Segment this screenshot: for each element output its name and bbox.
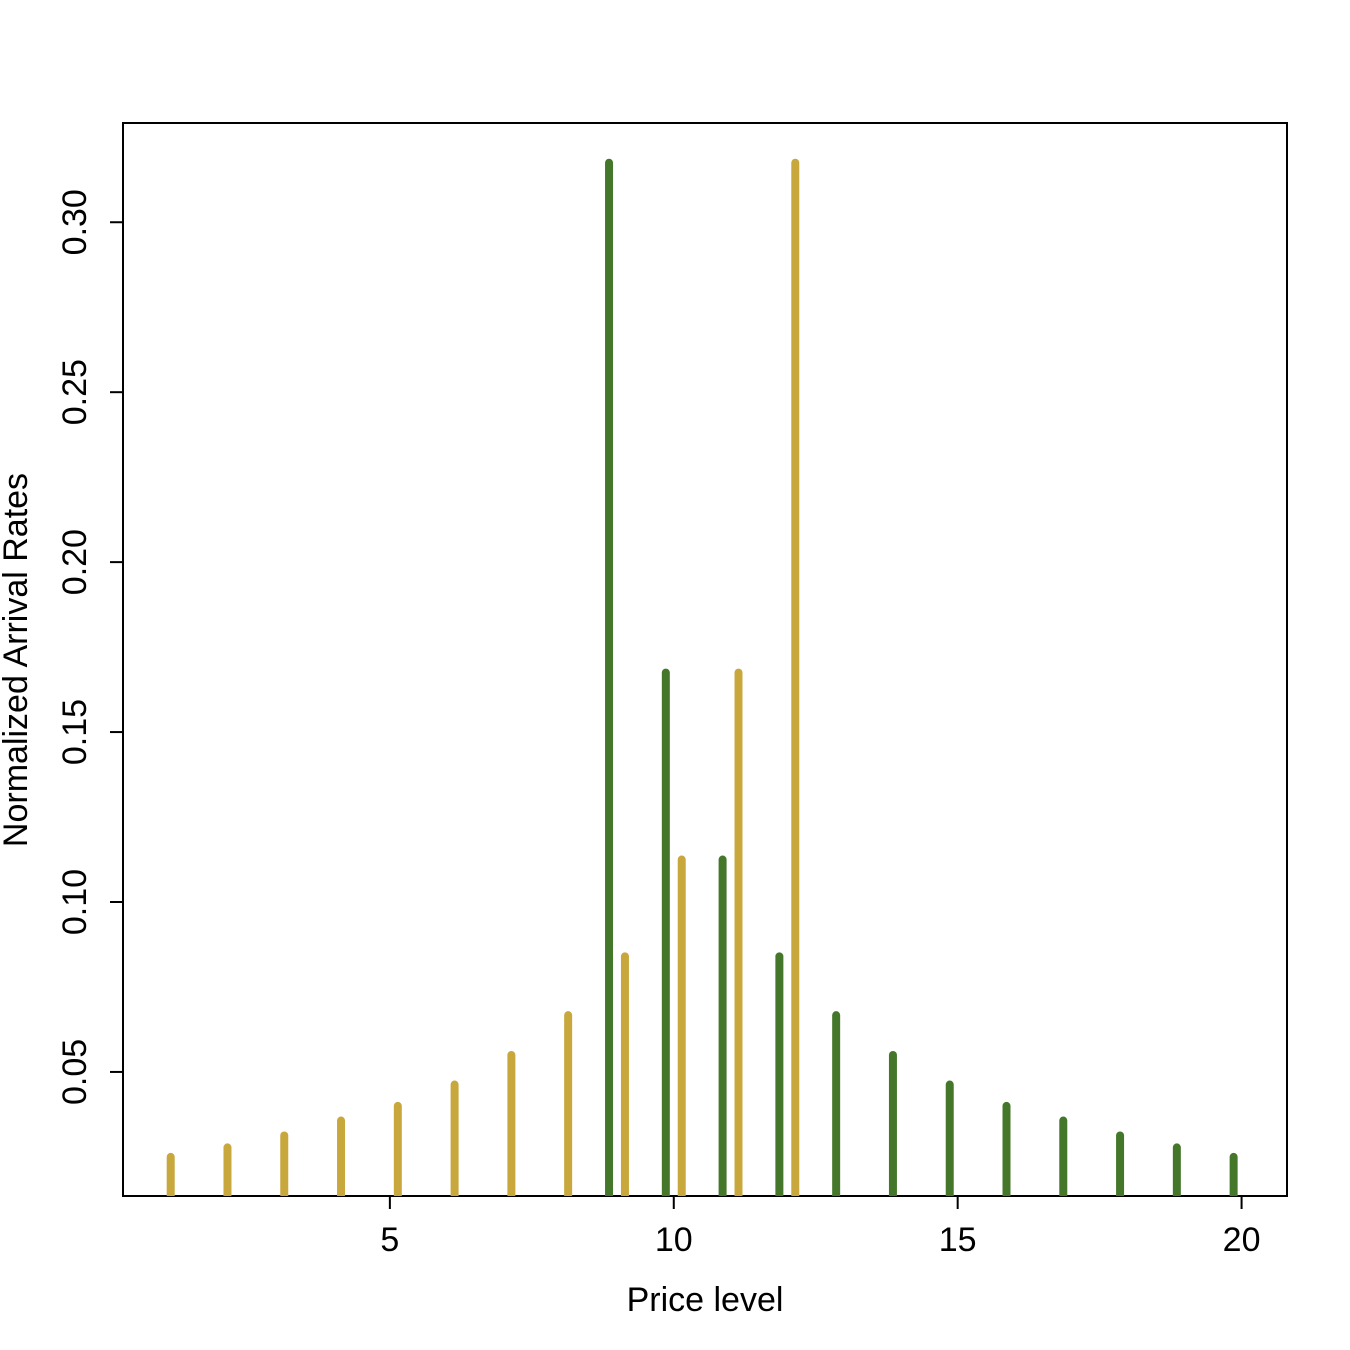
x-tick-label: 15 (939, 1221, 977, 1259)
y-tick-label: 0.05 (56, 1039, 94, 1105)
x-tick-label: 20 (1223, 1221, 1261, 1259)
y-axis: 0.05 0.10 0.15 0.20 0.25 0.30 (56, 189, 123, 1105)
y-tick-label: 0.15 (56, 699, 94, 765)
x-axis: 5 10 15 20 (380, 1196, 1260, 1259)
bars (166, 158, 1238, 1196)
plot-frame (122, 122, 1288, 1197)
x-tick-label: 10 (655, 1221, 693, 1259)
y-tick-label: 0.30 (56, 189, 94, 255)
y-axis-label: Normalized Arrival Rates (0, 473, 35, 847)
y-tick-label: 0.20 (56, 529, 94, 595)
x-axis-label: Price level (627, 1281, 784, 1319)
y-tick-label: 0.10 (56, 869, 94, 935)
x-tick-label: 5 (380, 1221, 399, 1259)
y-tick-label: 0.25 (56, 359, 94, 425)
